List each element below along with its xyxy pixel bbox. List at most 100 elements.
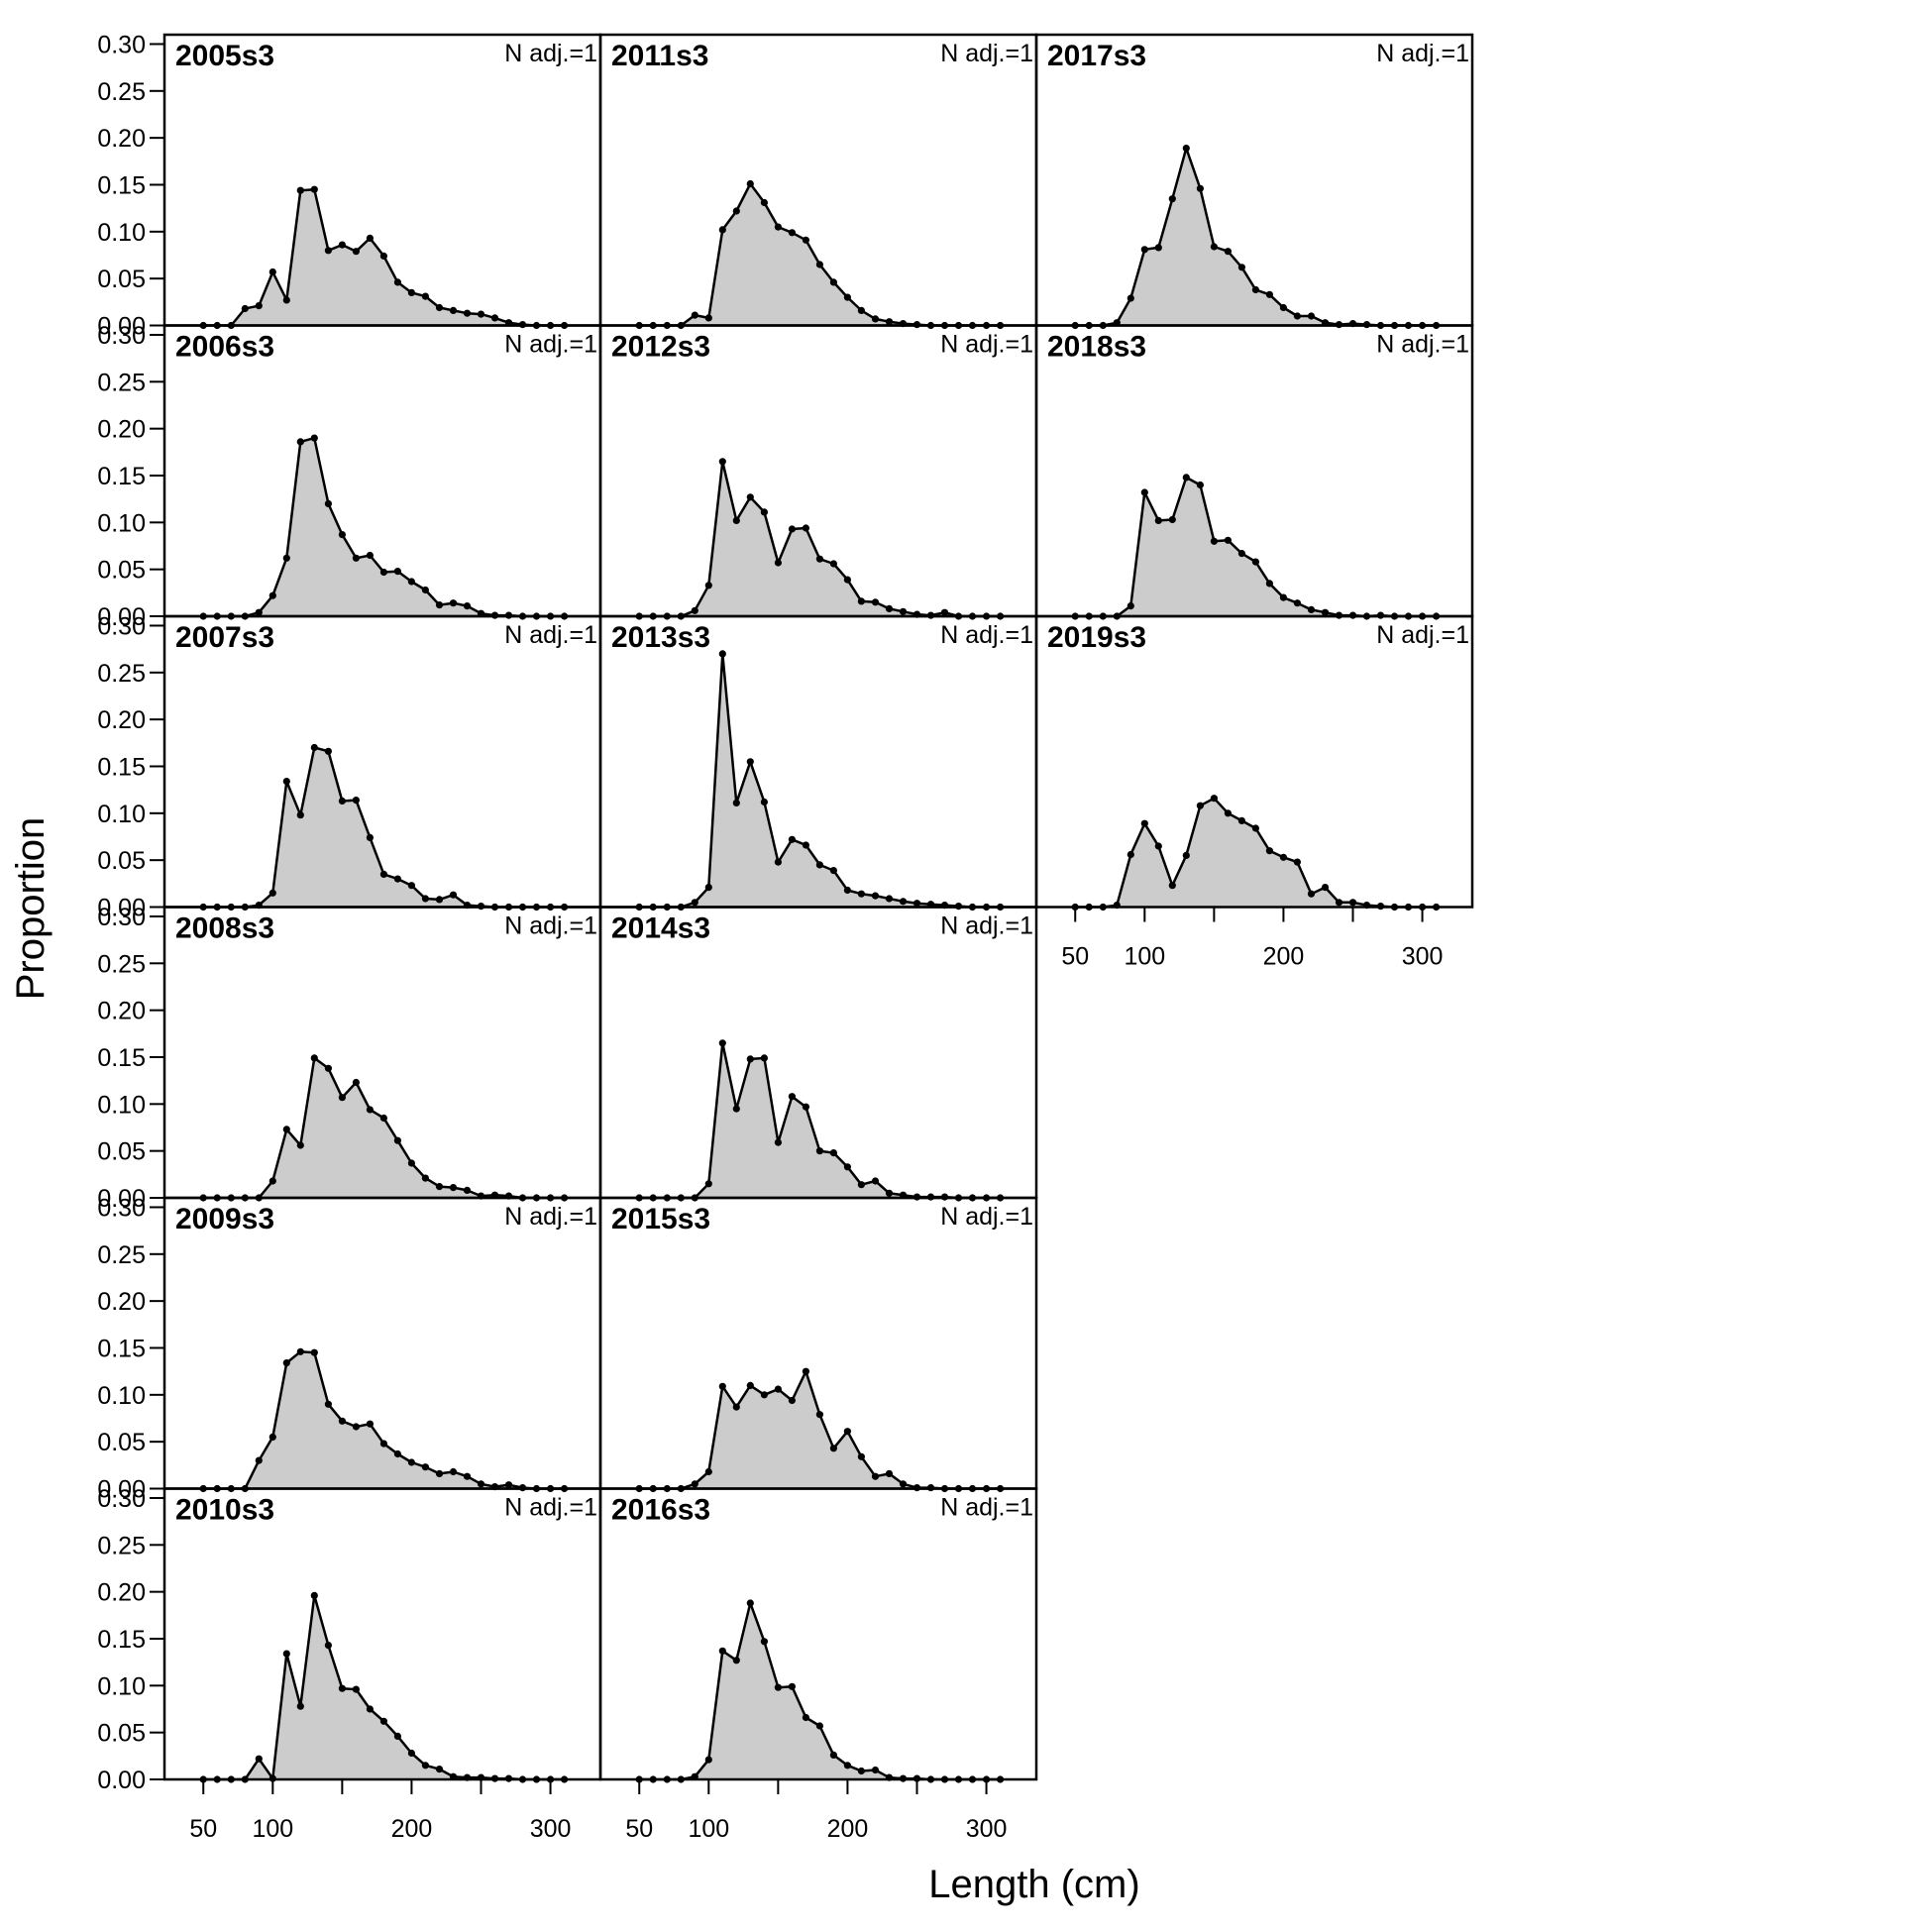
data-point-2007s3-140	[324, 747, 332, 755]
data-point-2011s3-210	[857, 306, 866, 314]
data-point-2015s3-130	[746, 1381, 754, 1389]
data-point-2007s3-220	[435, 896, 444, 904]
data-point-2005s3-140	[324, 247, 332, 255]
data-point-2013s3-150	[774, 858, 783, 866]
data-point-2006s3-100	[268, 591, 276, 599]
y-tick-label-2007s3-5: 0.25	[97, 660, 146, 688]
x-tick-label-2019s3-3: 300	[1402, 943, 1444, 971]
data-point-2017s3-170	[1237, 264, 1245, 271]
panel-note-2006s3: N adj.=1	[504, 331, 597, 359]
y-tick-label-2006s3-6: 0.30	[97, 322, 146, 350]
y-tick-label-2010s3-2: 0.10	[97, 1672, 146, 1700]
data-point-2017s3-180	[1251, 285, 1259, 294]
area-2012s3	[639, 461, 1001, 616]
data-point-2013s3-250	[912, 900, 921, 908]
data-point-2011s3-220	[871, 315, 880, 323]
area-2015s3	[639, 1371, 1001, 1489]
data-point-2010s3-210	[421, 1762, 429, 1770]
data-point-2008s3-190	[393, 1136, 401, 1144]
area-2016s3	[639, 1603, 1001, 1779]
panel-2007s3: 2007s3 N adj.=1 0.00 0.05 0.10 0.15 0.20 0.25 0.…	[97, 612, 602, 922]
data-point-2007s3-230	[449, 891, 458, 899]
data-point-2008s3-110	[282, 1126, 290, 1133]
x-tick-label-2010s3-3: 300	[530, 1815, 572, 1843]
data-point-2005s3-200	[407, 288, 415, 296]
x-tick-label-2016s3-1: 100	[688, 1815, 729, 1843]
data-point-2012s3-210	[857, 597, 866, 605]
data-point-2018s3-160	[1224, 536, 1232, 544]
data-point-2014s3-220	[871, 1177, 880, 1185]
data-point-2015s3-140	[760, 1391, 769, 1399]
data-point-2006s3-120	[296, 438, 304, 446]
data-point-2012s3-180	[815, 555, 824, 563]
data-point-2007s3-120	[296, 811, 304, 819]
data-point-2019s3-170	[1237, 816, 1245, 825]
y-tick-label-2006s3-1: 0.05	[97, 557, 146, 585]
data-point-2019s3-120	[1168, 882, 1176, 890]
data-point-2016s3-110	[718, 1647, 726, 1655]
data-point-2012s3-160	[788, 525, 797, 533]
data-point-2019s3-240	[1335, 899, 1343, 907]
data-point-2015s3-110	[718, 1382, 726, 1390]
data-point-2009s3-230	[449, 1467, 458, 1476]
data-point-2007s3-210	[421, 895, 429, 903]
panel-title-2008s3: 2008s3	[175, 912, 274, 945]
y-tick-label-2009s3-5: 0.25	[97, 1241, 146, 1269]
data-point-2015s3-90	[691, 1480, 698, 1488]
x-tick-label-2010s3-1: 100	[252, 1815, 293, 1843]
data-point-2010s3-140	[324, 1642, 332, 1650]
y-tick-label-2009s3-1: 0.05	[97, 1429, 146, 1456]
data-point-2009s3-120	[296, 1347, 304, 1355]
y-tick-label-2005s3-0: 0.00	[97, 313, 146, 341]
data-point-2019s3-130	[1182, 851, 1190, 860]
data-point-2018s3-180	[1251, 558, 1259, 566]
data-point-2009s3-180	[379, 1440, 387, 1448]
data-point-2016s3-200	[843, 1762, 852, 1770]
panel-title-2015s3: 2015s3	[611, 1203, 710, 1235]
panel-note-2010s3: N adj.=1	[504, 1494, 597, 1522]
data-point-2014s3-180	[815, 1147, 824, 1155]
data-point-2010s3-190	[393, 1732, 401, 1740]
data-point-2015s3-100	[704, 1467, 712, 1476]
y-tick-label-2009s3-3: 0.15	[97, 1335, 146, 1362]
data-point-2014s3-150	[774, 1138, 783, 1146]
x-tick-label-2016s3-3: 300	[966, 1815, 1008, 1843]
data-point-2010s3-120	[296, 1702, 304, 1710]
y-tick-label-2010s3-4: 0.20	[97, 1579, 146, 1607]
y-tick-label-2005s3-5: 0.25	[97, 78, 146, 106]
data-point-2010s3-220	[435, 1766, 444, 1773]
area-2014s3	[639, 1042, 1001, 1198]
panel-title-2006s3: 2006s3	[175, 331, 274, 364]
data-point-2019s3-90	[1127, 850, 1134, 859]
data-point-2012s3-230	[885, 604, 894, 613]
data-point-2017s3-140	[1196, 184, 1204, 192]
data-point-2016s3-220	[871, 1766, 880, 1774]
data-point-2018s3-170	[1237, 550, 1245, 558]
panel-note-2005s3: N adj.=1	[504, 40, 597, 67]
y-tick-label-2010s3-0: 0.00	[97, 1767, 146, 1794]
panel-title-2005s3: 2005s3	[175, 40, 274, 72]
data-point-2019s3-230	[1321, 884, 1330, 892]
data-point-2014s3-120	[732, 1105, 740, 1113]
y-tick-label-2009s3-2: 0.10	[97, 1382, 146, 1410]
data-point-2014s3-230	[885, 1189, 894, 1197]
y-tick-label-2007s3-4: 0.20	[97, 706, 146, 734]
data-point-2005s3-80	[241, 304, 249, 313]
data-point-2012s3-140	[760, 508, 769, 516]
data-point-2009s3-250	[477, 1480, 485, 1488]
panel-note-2018s3: N adj.=1	[1376, 331, 1469, 359]
data-point-2016s3-100	[704, 1756, 712, 1764]
panel-title-2018s3: 2018s3	[1047, 331, 1146, 364]
x-tick-label-2019s3-1: 100	[1124, 943, 1165, 971]
panels: 2005s3 N adj.=1 0.00 0.05 0.10 0.15 0.20 0.25 0.…	[97, 31, 1474, 1843]
data-point-2009s3-210	[421, 1463, 429, 1471]
panel-2010s3: 2010s3 N adj.=1 0.00 0.05 0.10 0.15 0.20 0.25 0.…	[97, 1485, 602, 1843]
data-point-2005s3-100	[268, 268, 276, 276]
data-point-2014s3-200	[843, 1163, 852, 1171]
data-point-2006s3-140	[324, 499, 332, 507]
y-tick-label-2010s3-1: 0.05	[97, 1720, 146, 1748]
data-point-2007s3-180	[379, 870, 387, 879]
data-point-2011s3-100	[704, 314, 712, 322]
data-point-2006s3-110	[282, 554, 290, 562]
panel-title-2009s3: 2009s3	[175, 1203, 274, 1235]
